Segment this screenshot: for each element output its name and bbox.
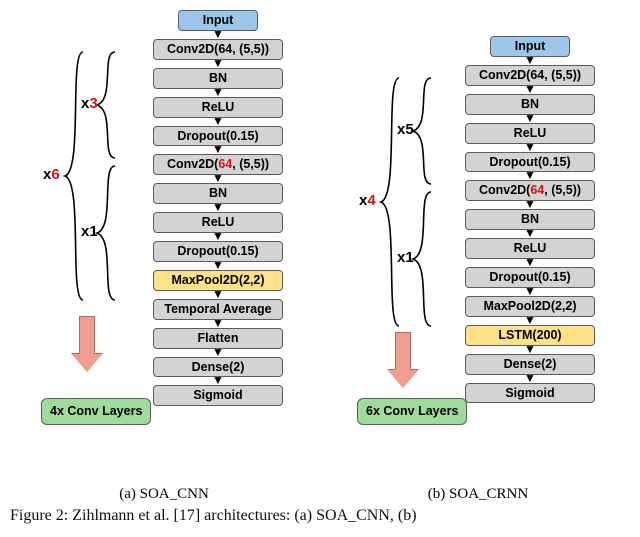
flow-arrow-icon: ▼ [212, 175, 224, 183]
outer-repeat-label: x6 [43, 166, 60, 183]
figure-caption: Figure 2: Zihlmann et al. [17] architect… [0, 507, 640, 525]
flow-arrow-icon: ▼ [212, 377, 224, 385]
conv-layers-annotation: 6x Conv Layers [357, 398, 467, 425]
inner-bottom-repeat-label: x1 [397, 249, 414, 266]
flow-arrow-icon: ▼ [212, 204, 224, 212]
flow-arrow-icon: ▼ [524, 172, 536, 180]
subfigure-caption-b: (b) SOA_CRNN [428, 486, 528, 503]
inner-top-repeat-label: x5 [397, 121, 414, 138]
flow-arrow-icon: ▼ [524, 230, 536, 238]
flow-arrow-icon: ▼ [524, 346, 536, 354]
flow-arrow-icon: ▼ [212, 320, 224, 328]
architecture-column-b: Input▼Conv2D(64, (5,5))▼BN▼ReLU▼Dropout(… [465, 10, 595, 480]
flow-arrow-icon: ▼ [212, 349, 224, 357]
sigmoid-block: Sigmoid [465, 383, 595, 404]
flow-arrow-icon: ▼ [524, 259, 536, 267]
flow-arrow-icon: ▼ [524, 144, 536, 152]
flow-arrow-icon: ▼ [524, 115, 536, 123]
flow-arrow-icon: ▼ [524, 375, 536, 383]
flow-arrow-icon: ▼ [212, 262, 224, 270]
sigmoid-block: Sigmoid [153, 385, 283, 406]
flow-arrow-icon: ▼ [212, 31, 224, 39]
inner-top-repeat-label: x3 [81, 95, 98, 112]
flow-arrow-icon: ▼ [212, 146, 224, 154]
flow-arrow-icon: ▼ [212, 89, 224, 97]
flow-arrow-icon: ▼ [524, 201, 536, 209]
flow-arrow-icon: ▼ [524, 288, 536, 296]
flow-arrow-icon: ▼ [212, 60, 224, 68]
flow-arrow-icon: ▼ [212, 118, 224, 126]
flow-arrow-icon: ▼ [212, 291, 224, 299]
outer-repeat-label: x4 [359, 192, 376, 209]
flow-arrow-icon: ▼ [524, 57, 536, 65]
down-arrow-icon [73, 316, 101, 372]
subfigure-caption-a: (a) SOA_CNN [119, 486, 209, 503]
inner-bottom-repeat-label: x1 [81, 223, 98, 240]
flow-arrow-icon: ▼ [524, 86, 536, 94]
conv-layers-annotation: 4x Conv Layers [41, 398, 151, 425]
architecture-column-a: Input▼Conv2D(64, (5,5))▼BN▼ReLU▼Dropout(… [153, 10, 283, 480]
flow-arrow-icon: ▼ [524, 317, 536, 325]
down-arrow-icon [389, 332, 417, 388]
flow-arrow-icon: ▼ [212, 233, 224, 241]
